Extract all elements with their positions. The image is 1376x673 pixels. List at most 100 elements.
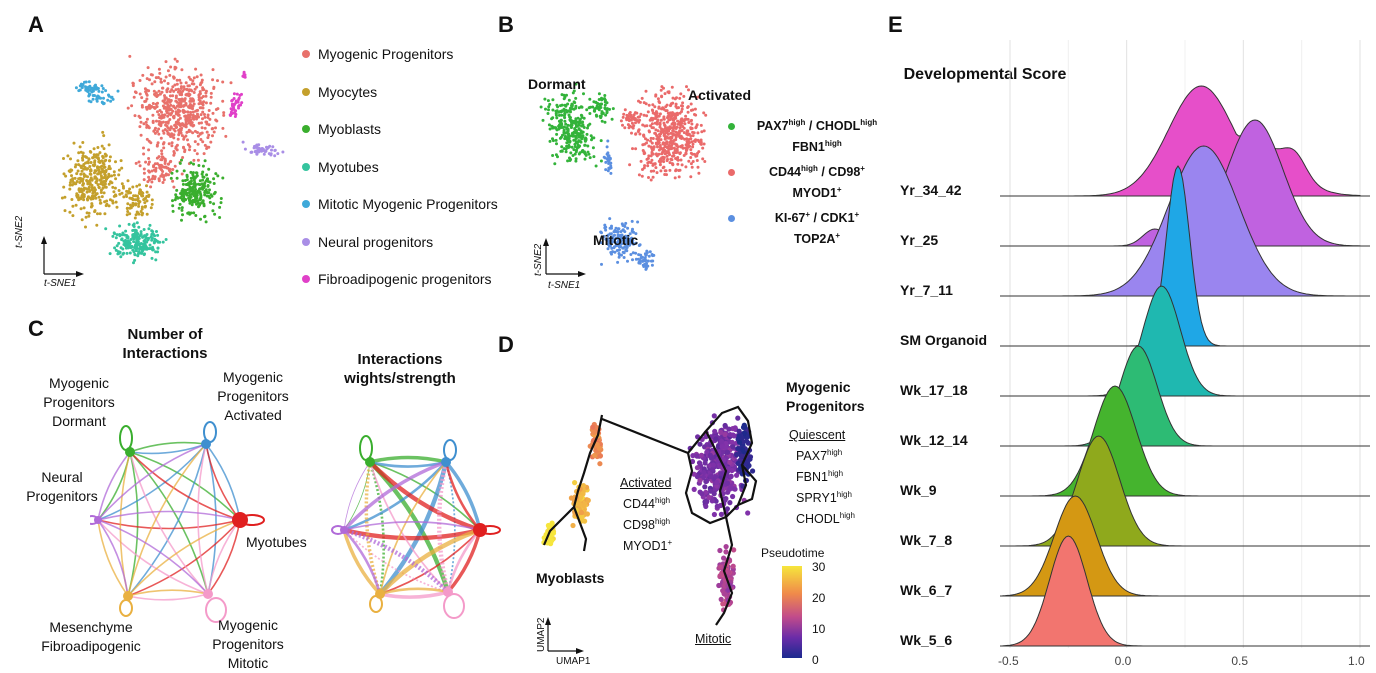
scatter-point [617, 252, 621, 255]
scatter-point [69, 157, 72, 161]
ridge-label: Yr_34_42 [900, 182, 962, 198]
scatter-point [107, 182, 111, 186]
scatter-point [638, 260, 642, 264]
scatter-point [193, 185, 197, 189]
scatter-point [201, 187, 204, 191]
scatter-point [584, 138, 588, 142]
scatter-point [184, 118, 188, 122]
panel-d-quiescent-header: Quiescent [789, 428, 846, 442]
scatter-point [157, 177, 161, 181]
scatter-point [230, 112, 233, 116]
scatter-point [203, 159, 207, 163]
scatter-point [600, 96, 603, 100]
scatter-point [147, 227, 151, 231]
panel-e-title: Developmental Score [903, 66, 1067, 83]
scatter-point [630, 116, 634, 120]
scatter-point [557, 110, 561, 114]
legend-marker-text: KI-67+ / CDK1+ TOP2A+ [774, 210, 860, 247]
scatter-point [667, 90, 671, 94]
scatter-point [141, 249, 144, 253]
scatter-point [111, 201, 115, 205]
scatter-point [71, 214, 75, 218]
scatter-point [187, 75, 191, 79]
scatter-point [684, 149, 688, 153]
scatter-point [233, 115, 237, 118]
scatter-point [572, 480, 578, 486]
scatter-point [691, 142, 695, 146]
network-edge [127, 593, 209, 601]
scatter-point [175, 169, 179, 173]
scatter-point [180, 93, 184, 97]
scatter-point [88, 189, 92, 193]
scatter-point [730, 493, 736, 500]
scatter-point [721, 555, 727, 561]
scatter-point [147, 126, 151, 130]
network-edge [97, 519, 209, 595]
scatter-point [117, 189, 121, 192]
scatter-point [131, 229, 135, 232]
scatter-point [99, 191, 103, 194]
scatter-point [124, 246, 128, 250]
scatter-point [178, 98, 182, 102]
scatter-point [160, 164, 164, 168]
scatter-point [622, 112, 626, 116]
scatter-point [606, 154, 610, 158]
scatter-point [145, 137, 149, 141]
scatter-point [577, 501, 583, 507]
scatter-point [191, 188, 195, 192]
scatter-point [192, 200, 196, 203]
scatter-point [113, 186, 117, 190]
scatter-point [150, 256, 154, 260]
scatter-point [170, 141, 174, 145]
scatter-point [89, 172, 93, 176]
scatter-point [576, 116, 580, 120]
scatter-point [112, 170, 116, 174]
scatter-point [635, 111, 639, 115]
scatter-point [665, 120, 669, 124]
scatter-point [96, 94, 100, 98]
scatter-point [142, 228, 146, 231]
network-edge [97, 443, 207, 521]
scatter-point [90, 186, 94, 190]
scatter-point [650, 141, 654, 145]
scatter-point [138, 79, 142, 82]
scatter-point [218, 205, 222, 209]
scatter-point [606, 159, 610, 163]
scatter-point [174, 88, 178, 92]
scatter-point [606, 151, 610, 155]
scatter-point [694, 126, 698, 130]
scatter-point [564, 122, 568, 126]
scatter-point [588, 105, 592, 109]
scatter-point [241, 140, 245, 144]
scatter-point [94, 196, 98, 200]
scatter-point [150, 177, 154, 181]
panel-b-activated-label: Activated [688, 87, 752, 103]
panel-c-title-left: Number of Interactions [122, 326, 208, 362]
scatter-point [184, 81, 188, 85]
scatter-point [236, 100, 240, 104]
scatter-point [585, 132, 589, 136]
scatter-point [608, 157, 612, 161]
scatter-point [111, 234, 115, 238]
scatter-point [166, 132, 170, 136]
scatter-point [655, 137, 659, 141]
scatter-point [735, 446, 741, 452]
scatter-point [192, 182, 196, 186]
scatter-point [199, 217, 202, 221]
scatter-point [148, 223, 152, 227]
scatter-point [66, 154, 70, 158]
scatter-point [180, 122, 184, 126]
scatter-point [684, 152, 688, 156]
network-edge [379, 587, 449, 596]
scatter-point [192, 82, 196, 86]
scatter-point [151, 102, 155, 105]
scatter-point [742, 430, 748, 436]
scatter-point [201, 110, 205, 114]
scatter-point [680, 117, 684, 121]
scatter-point [63, 195, 67, 199]
scatter-point [625, 246, 629, 250]
scatter-point [211, 68, 215, 72]
scatter-point [161, 113, 164, 117]
network-self-loop [119, 599, 133, 617]
scatter-point [676, 150, 679, 154]
